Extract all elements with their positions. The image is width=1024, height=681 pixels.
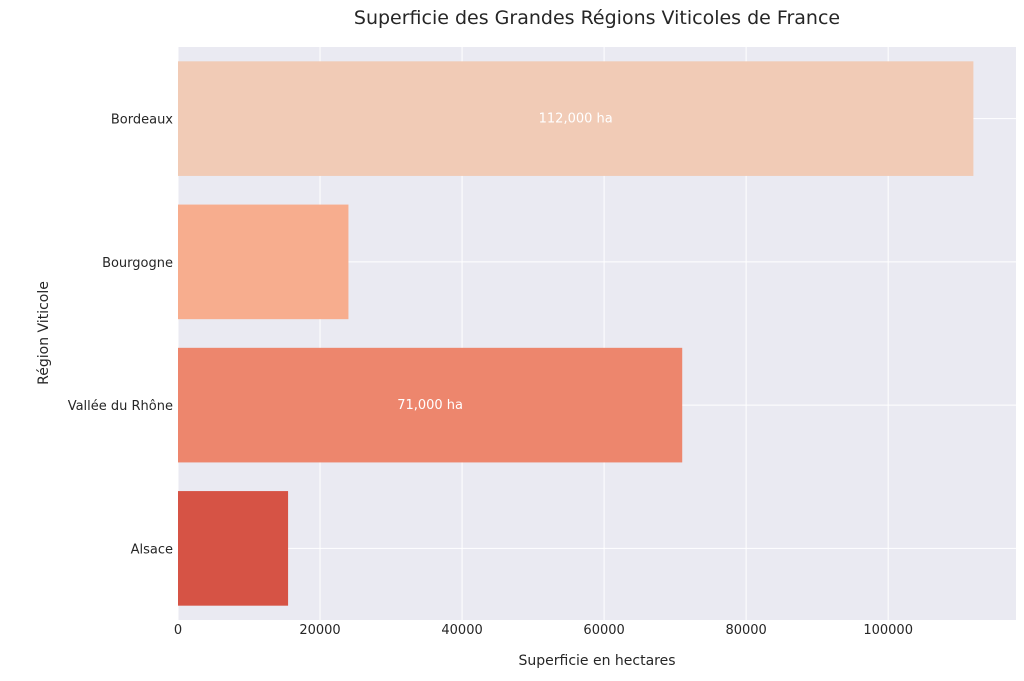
- y-tick-label: Vallée du Rhône: [68, 399, 173, 414]
- chart-title: Superficie des Grandes Régions Viticoles…: [354, 7, 840, 29]
- bars: [178, 61, 974, 606]
- x-tick-labels: 0 20000 40000 60000 80000 100000: [174, 623, 913, 638]
- y-tick-label: Bordeaux: [111, 113, 173, 128]
- x-tick-label: 80000: [725, 623, 766, 638]
- x-tick-label: 0: [174, 623, 182, 638]
- y-tick-label: Bourgogne: [102, 256, 173, 271]
- bar-bordeaux: [178, 61, 974, 176]
- x-tick-label: 100000: [863, 623, 913, 638]
- bar-value-label: 71,000 ha: [397, 398, 463, 413]
- x-tick-label: 40000: [441, 623, 482, 638]
- bar-vall-e-du-rh-ne: [178, 347, 683, 463]
- bar-alsace: [178, 491, 289, 606]
- x-tick-label: 60000: [583, 623, 624, 638]
- y-axis-label: Région Viticole: [36, 281, 52, 385]
- data-labels: 112,000 ha 71,000 ha: [397, 112, 613, 414]
- y-tick-label: Alsace: [131, 542, 173, 557]
- x-tick-label: 20000: [299, 623, 340, 638]
- x-axis-label: Superficie en hectares: [518, 653, 675, 669]
- bar-bourgogne: [178, 204, 349, 320]
- bar-value-label: 112,000 ha: [539, 112, 613, 127]
- y-tick-labels: Bordeaux Bourgogne Vallée du Rhône Alsace: [68, 113, 174, 558]
